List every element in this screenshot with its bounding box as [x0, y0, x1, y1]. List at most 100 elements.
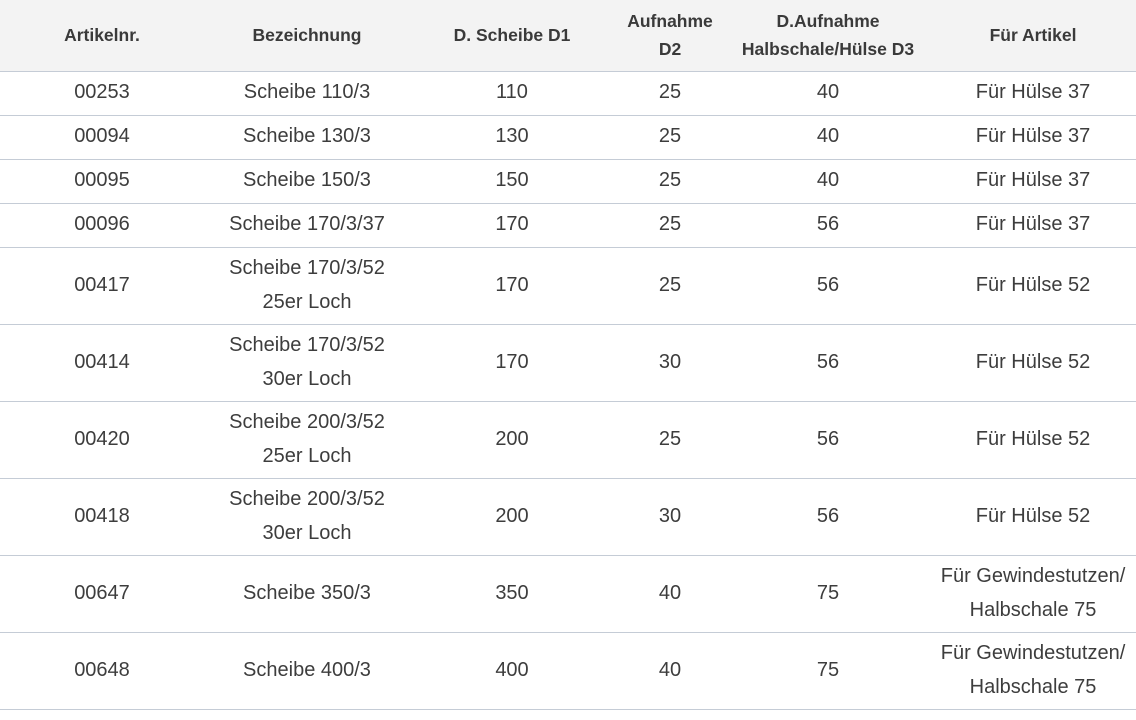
- cell-aufnahme-d2: 30: [614, 324, 726, 402]
- cell-bezeichnung-line1: Scheibe 130/3: [243, 125, 371, 148]
- cell-bezeichnung: Scheibe 150/3: [204, 159, 410, 204]
- table-row: 00647 Scheibe 350/3 350 40 75 Für Gewindestut…: [0, 555, 1136, 633]
- cell-scheibe-d1: 150: [410, 159, 614, 204]
- cell-bezeichnung: Scheibe 170/3/37: [204, 203, 410, 248]
- cell-fuer-artikel-line1: Für Hülse 52: [975, 504, 1091, 527]
- cell-fuer-artikel: Für Hülse 52: [930, 247, 1136, 325]
- header-aufnahme-d2: Aufnahme D2: [614, 0, 726, 72]
- cell-scheibe-d1: 400: [410, 632, 614, 710]
- header-row: Artikelnr. Bezeichnung D. Scheibe D1 Auf…: [0, 0, 1136, 72]
- cell-bezeichnung: Scheibe 130/3: [204, 115, 410, 160]
- table-row: 00417 Scheibe 170/3/52 25er Loch 170 25 56 Für…: [0, 247, 1136, 325]
- cell-scheibe-d1: 170: [410, 247, 614, 325]
- cell-bezeichnung-line1: Scheibe 110/3: [243, 81, 371, 104]
- cell-artikelnr: 00253: [0, 71, 204, 116]
- cell-artikelnr: 00418: [0, 478, 204, 556]
- cell-fuer-artikel-line1: Für Hülse 37: [975, 125, 1091, 148]
- header-aufnahme-d3: D.Aufnahme Halbschale/Hülse D3: [726, 0, 930, 72]
- cell-artikelnr: 00648: [0, 632, 204, 710]
- table-row: 00420 Scheibe 200/3/52 25er Loch 200 25 56 Für…: [0, 401, 1136, 479]
- cell-aufnahme-d3: 75: [726, 555, 930, 633]
- cell-bezeichnung-line1: Scheibe 200/3/52: [229, 488, 385, 510]
- cell-aufnahme-d3: 56: [726, 478, 930, 556]
- cell-fuer-artikel: Für Hülse 37: [930, 71, 1136, 116]
- header-scheibe-d1: D. Scheibe D1: [410, 0, 614, 72]
- cell-fuer-artikel: Für Gewindestutzen/Halbschale 75: [930, 632, 1136, 710]
- cell-bezeichnung-line1: Scheibe 200/3/52: [229, 411, 385, 433]
- cell-fuer-artikel: Für Hülse 37: [930, 159, 1136, 204]
- cell-scheibe-d1: 170: [410, 203, 614, 248]
- cell-fuer-artikel-line1: Für Hülse 37: [975, 169, 1091, 192]
- cell-scheibe-d1: 170: [410, 324, 614, 402]
- cell-bezeichnung-line1: Scheibe 150/3: [243, 169, 371, 192]
- cell-fuer-artikel-line1: Für Hülse 37: [975, 81, 1091, 104]
- cell-bezeichnung: Scheibe 350/3: [204, 555, 410, 633]
- cell-fuer-artikel-line2: Halbschale 75: [969, 675, 1097, 698]
- cell-artikelnr: 00417: [0, 247, 204, 325]
- header-fuer-artikel: Für Artikel: [930, 0, 1136, 72]
- cell-bezeichnung-line1: Scheibe 170/3/37: [229, 213, 385, 236]
- table-row: 00414 Scheibe 170/3/52 30er Loch 170 30 56 Für…: [0, 324, 1136, 402]
- cell-fuer-artikel: Für Hülse 52: [930, 401, 1136, 479]
- cell-fuer-artikel-line1: Für Hülse 52: [975, 427, 1091, 450]
- cell-artikelnr: 00096: [0, 203, 204, 248]
- header-bezeichnung: Bezeichnung: [204, 0, 410, 72]
- cell-aufnahme-d3: 40: [726, 71, 930, 116]
- cell-aufnahme-d2: 40: [614, 632, 726, 710]
- cell-bezeichnung: Scheibe 110/3: [204, 71, 410, 116]
- cell-aufnahme-d3: 56: [726, 324, 930, 402]
- cell-scheibe-d1: 130: [410, 115, 614, 160]
- cell-scheibe-d1: 350: [410, 555, 614, 633]
- header-artikelnr: Artikelnr.: [0, 0, 204, 72]
- cell-bezeichnung-line2: 25er Loch: [262, 444, 352, 467]
- cell-bezeichnung: Scheibe 200/3/52 30er Loch: [204, 478, 410, 556]
- cell-aufnahme-d2: 25: [614, 203, 726, 248]
- cell-aufnahme-d3: 40: [726, 115, 930, 160]
- cell-aufnahme-d3: 75: [726, 632, 930, 710]
- cell-aufnahme-d3: 56: [726, 203, 930, 248]
- cell-bezeichnung: Scheibe 170/3/52 30er Loch: [204, 324, 410, 402]
- cell-scheibe-d1: 110: [410, 71, 614, 116]
- cell-aufnahme-d2: 30: [614, 478, 726, 556]
- cell-bezeichnung-line2: 30er Loch: [262, 367, 352, 390]
- cell-fuer-artikel: Für Hülse 37: [930, 115, 1136, 160]
- cell-fuer-artikel-line1: Für Gewindestutzen/: [940, 565, 1126, 587]
- cell-bezeichnung-line1: Scheibe 170/3/52: [229, 334, 385, 356]
- table-body: 00253 Scheibe 110/3 110 25 40 Für Hülse 37 000…: [0, 71, 1136, 710]
- cell-fuer-artikel: Für Hülse 52: [930, 324, 1136, 402]
- cell-aufnahme-d3: 56: [726, 247, 930, 325]
- table-row: 00648 Scheibe 400/3 400 40 75 Für Gewindestut…: [0, 632, 1136, 710]
- cell-bezeichnung: Scheibe 200/3/52 25er Loch: [204, 401, 410, 479]
- cell-aufnahme-d2: 25: [614, 247, 726, 325]
- cell-aufnahme-d2: 40: [614, 555, 726, 633]
- table-row: 00253 Scheibe 110/3 110 25 40 Für Hülse 37: [0, 71, 1136, 116]
- cell-fuer-artikel: Für Hülse 37: [930, 203, 1136, 248]
- cell-artikelnr: 00094: [0, 115, 204, 160]
- cell-artikelnr: 00647: [0, 555, 204, 633]
- cell-aufnahme-d2: 25: [614, 115, 726, 160]
- cell-fuer-artikel-line2: Halbschale 75: [969, 598, 1097, 621]
- header-aufnahme-d2-line1: Aufnahme: [627, 11, 713, 32]
- table-row: 00095 Scheibe 150/3 150 25 40 Für Hülse 37: [0, 159, 1136, 204]
- cell-fuer-artikel-line1: Für Hülse 37: [975, 213, 1091, 236]
- cell-bezeichnung: Scheibe 400/3: [204, 632, 410, 710]
- cell-bezeichnung: Scheibe 170/3/52 25er Loch: [204, 247, 410, 325]
- cell-bezeichnung-line1: Scheibe 400/3: [243, 658, 371, 681]
- cell-aufnahme-d2: 25: [614, 159, 726, 204]
- cell-aufnahme-d2: 25: [614, 401, 726, 479]
- cell-aufnahme-d3: 40: [726, 159, 930, 204]
- cell-bezeichnung-line1: Scheibe 170/3/52: [229, 257, 385, 279]
- table-row: 00094 Scheibe 130/3 130 25 40 Für Hülse 37: [0, 115, 1136, 160]
- table-header: Artikelnr. Bezeichnung D. Scheibe D1 Auf…: [0, 0, 1136, 72]
- cell-artikelnr: 00095: [0, 159, 204, 204]
- cell-fuer-artikel: Für Gewindestutzen/Halbschale 75: [930, 555, 1136, 633]
- cell-fuer-artikel: Für Hülse 52: [930, 478, 1136, 556]
- cell-bezeichnung-line2: 30er Loch: [262, 521, 352, 544]
- cell-fuer-artikel-line1: Für Hülse 52: [975, 273, 1091, 296]
- cell-artikelnr: 00420: [0, 401, 204, 479]
- cell-fuer-artikel-line1: Für Hülse 52: [975, 350, 1091, 373]
- cell-aufnahme-d2: 25: [614, 71, 726, 116]
- cell-aufnahme-d3: 56: [726, 401, 930, 479]
- cell-bezeichnung-line2: 25er Loch: [262, 290, 352, 313]
- header-aufnahme-d3-line2: Halbschale/Hülse D3: [741, 39, 915, 60]
